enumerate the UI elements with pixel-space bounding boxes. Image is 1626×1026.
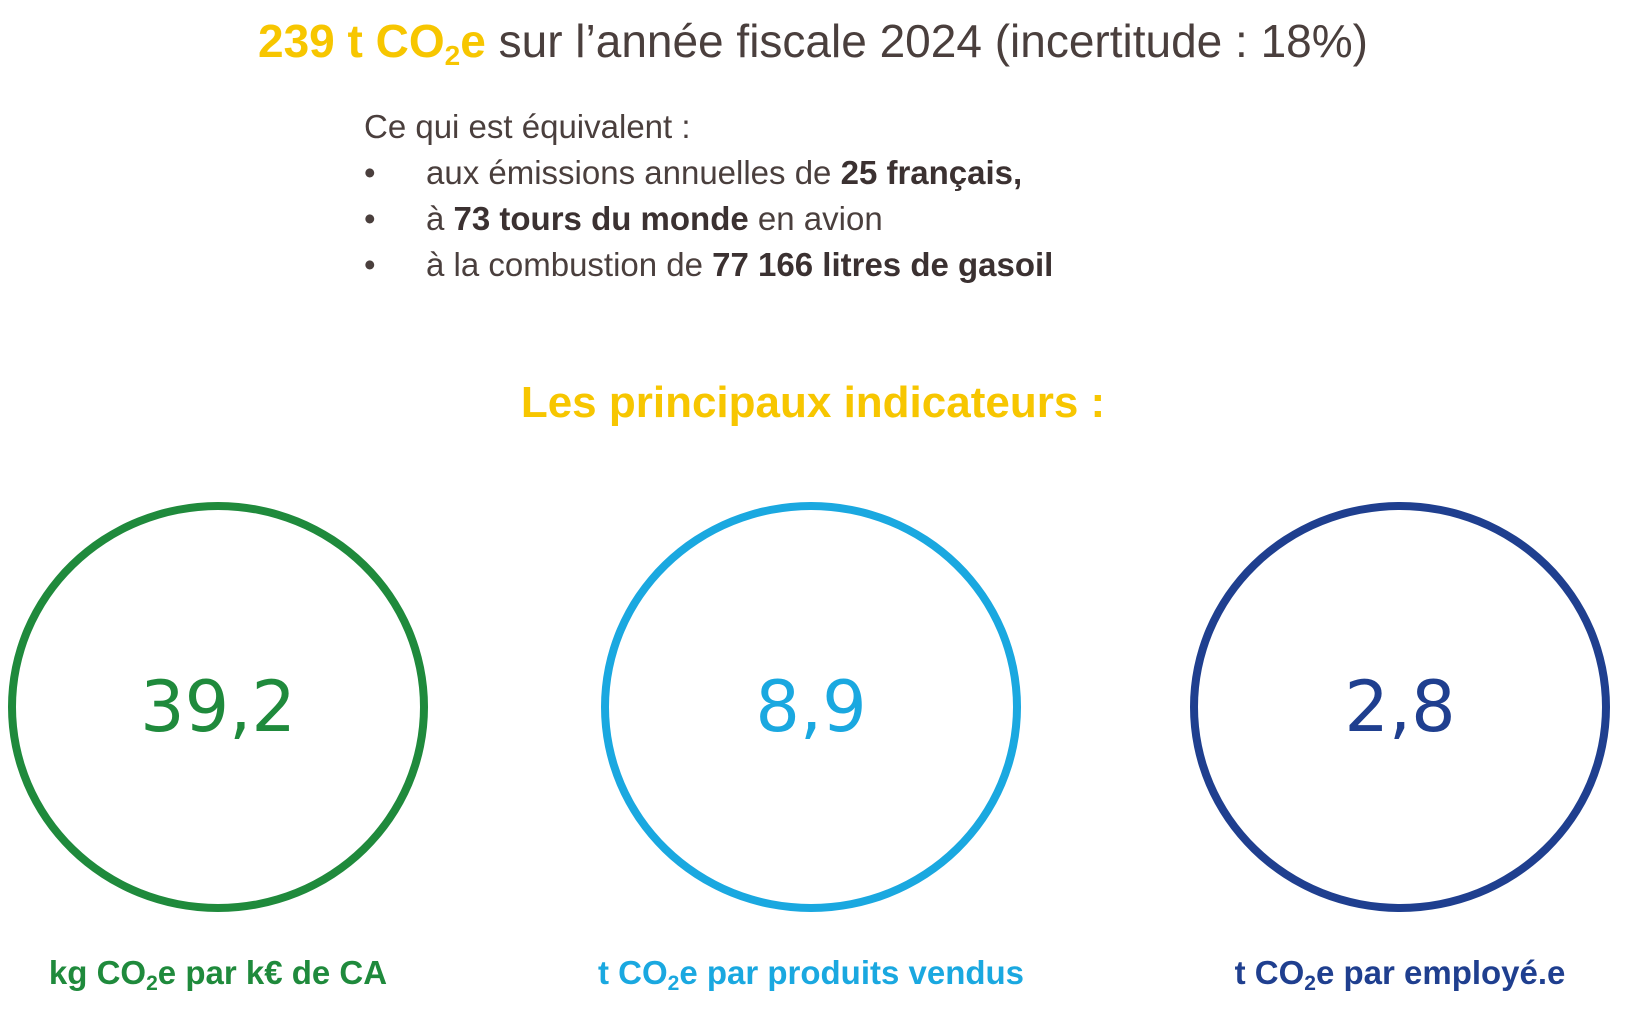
- indicator-value: 2,8: [1344, 666, 1456, 748]
- list-item-bold: 77 166 litres de gasoil: [712, 246, 1054, 283]
- indicator-label-post: e par employé.e: [1315, 954, 1566, 991]
- indicator-ring: [1190, 502, 1610, 912]
- headline-unit-suffix: e: [460, 15, 486, 67]
- equivalence-intro: Ce qui est équivalent :: [364, 108, 691, 145]
- bullet-icon: •: [364, 154, 376, 191]
- indicator-label: t CO2e par employé.e: [1070, 954, 1626, 995]
- indicator-value: 8,9: [755, 666, 867, 748]
- list-item-pre: à: [426, 200, 454, 237]
- list-item-bold: 25 français,: [840, 154, 1023, 191]
- list-item-pre: aux émissions annuelles de: [426, 154, 841, 191]
- indicator-label-subscript: 2: [1304, 972, 1316, 995]
- list-item-post: en avion: [748, 200, 883, 237]
- indicator-label-subscript: 2: [146, 972, 158, 995]
- headline-amount: 239 t CO: [258, 15, 445, 67]
- indicator-value: 39,2: [140, 666, 296, 748]
- list-item: • aux émissions annuelles de 25 français,: [364, 150, 1053, 196]
- list-item-pre: à la combustion de: [426, 246, 713, 283]
- headline: 239 t CO2e sur l’année fiscale 2024 (inc…: [0, 10, 1626, 72]
- list-item-bold: 73 tours du monde: [453, 200, 749, 237]
- headline-period: sur l’année fiscale 2024 (incertitude : …: [485, 15, 1368, 67]
- indicator-label-pre: kg CO: [48, 954, 147, 991]
- headline-total: 239 t CO2e: [258, 15, 486, 70]
- indicator-label-post: e par k€ de CA: [157, 954, 388, 991]
- indicator-label: kg CO2e par k€ de CA: [0, 954, 548, 995]
- indicator-ring: [8, 502, 428, 912]
- equivalence-block: Ce qui est équivalent : • aux émissions a…: [364, 104, 1053, 288]
- equivalence-list: • aux émissions annuelles de 25 français,…: [364, 150, 1053, 288]
- list-item: • à 73 tours du monde en avion: [364, 196, 1053, 242]
- bullet-icon: •: [364, 200, 376, 237]
- indicator-label-pre: t CO: [597, 954, 668, 991]
- indicator-label-pre: t CO: [1234, 954, 1305, 991]
- indicator-ring: [601, 502, 1021, 912]
- indicator-label-post: e par produits vendus: [679, 954, 1025, 991]
- indicator-label-subscript: 2: [667, 972, 680, 995]
- headline-subscript: 2: [444, 40, 461, 71]
- indicator-label: t CO2e par produits vendus: [481, 954, 1141, 995]
- list-item: • à la combustion de 77 166 litres de gas…: [364, 242, 1053, 288]
- bullet-icon: •: [364, 246, 376, 283]
- section-title: Les principaux indicateurs :: [520, 378, 1106, 427]
